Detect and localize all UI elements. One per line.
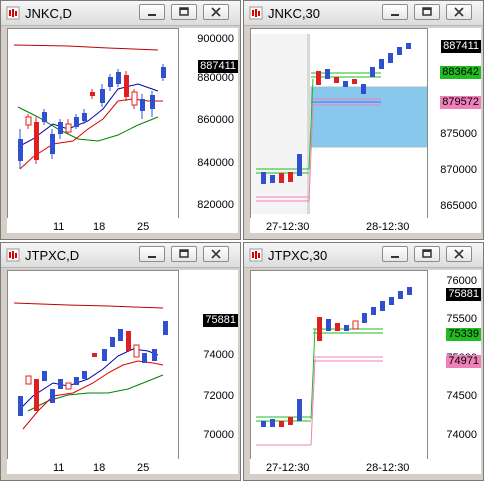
price-chart-plot[interactable] <box>7 28 179 222</box>
y-tick-label: 76000 <box>446 275 477 287</box>
restore-button[interactable] <box>414 246 440 262</box>
y-tick-label: 865000 <box>440 200 477 212</box>
close-button[interactable] <box>446 246 472 262</box>
close-button[interactable] <box>203 246 229 262</box>
minimize-button[interactable] <box>139 4 165 20</box>
title-bar[interactable]: JTPXC,D <box>1 243 240 268</box>
candles <box>18 321 168 416</box>
y-tick-label: 75500 <box>446 313 477 325</box>
price-chart-plot[interactable] <box>250 270 428 462</box>
restore-button[interactable] <box>171 4 197 20</box>
x-tick-label: 18 <box>93 462 106 474</box>
price-axis: 900000 887411 880000 860000 840000 82000… <box>179 28 238 233</box>
time-axis: 11 18 25 <box>7 218 179 233</box>
restore-icon <box>422 249 432 258</box>
x-tick-label: 25 <box>137 462 150 474</box>
restore-icon <box>422 7 432 16</box>
close-button[interactable] <box>203 4 229 20</box>
price-chart-plot[interactable] <box>7 270 179 462</box>
price-axis: 76000 75881 75500 75339 75000 74971 7450… <box>428 270 481 474</box>
x-tick-label: 11 <box>53 221 65 233</box>
fast-ma-line <box>17 348 159 412</box>
slow-ma-line <box>17 106 159 142</box>
candles <box>18 64 166 169</box>
y-tick-label: 860000 <box>197 114 234 126</box>
close-icon <box>454 249 464 259</box>
title-bar[interactable]: JNKC,D <box>1 1 240 26</box>
chart-app-icon <box>249 248 263 262</box>
window-title: JNKC,30 <box>268 6 321 21</box>
price-chart-plot[interactable] <box>250 28 428 222</box>
minimize-icon <box>148 256 156 258</box>
shaded-zone <box>251 34 309 214</box>
chart-app-icon <box>6 248 20 262</box>
time-axis: 27-12:30 28-12:30 <box>250 218 428 233</box>
window-title: JTPXC,30 <box>268 248 328 263</box>
minimize-button[interactable] <box>382 246 408 262</box>
green-level-badge: 883642 <box>440 66 481 79</box>
last-price-badge: 75881 <box>446 288 481 301</box>
green-level-badge: 75339 <box>446 328 481 341</box>
last-price-badge: 887411 <box>198 60 238 73</box>
restore-button[interactable] <box>171 246 197 262</box>
close-button[interactable] <box>446 4 472 20</box>
x-tick-label: 18 <box>93 221 106 233</box>
fast-ma-line <box>17 83 159 148</box>
y-tick-label: 870000 <box>440 164 477 176</box>
chart-window-jnkc-30[interactable]: JNKC,30 <box>243 0 484 240</box>
y-tick-label: 70000 <box>203 429 234 441</box>
y-tick-label: 840000 <box>197 157 234 169</box>
upper-band-line <box>13 44 159 51</box>
title-bar[interactable]: JTPXC,30 <box>244 243 483 268</box>
pink-level-badge: 74971 <box>446 355 481 368</box>
x-tick-label: 27-12:30 <box>266 462 310 474</box>
y-tick-label: 74000 <box>203 349 234 361</box>
price-axis: 887411 883642 879572 875000 870000 86500… <box>428 28 481 233</box>
minimize-icon <box>148 14 156 16</box>
minimize-icon <box>391 14 399 16</box>
x-tick-label: 27-12:30 <box>266 221 310 233</box>
y-tick-label: 72000 <box>203 390 234 402</box>
pink-level-badge: 879572 <box>440 96 481 109</box>
minimize-button[interactable] <box>139 246 165 262</box>
chart-app-icon <box>249 6 263 20</box>
last-price-badge: 887411 <box>441 40 481 53</box>
candles <box>261 287 412 427</box>
time-axis: 11 18 25 <box>7 459 179 474</box>
close-icon <box>211 249 221 259</box>
blue-zone <box>310 86 427 148</box>
y-tick-label: 74000 <box>446 429 477 441</box>
minimize-icon <box>391 256 399 258</box>
chart-window-jtpxc-d[interactable]: JTPXC,D <box>0 242 241 481</box>
minimize-button[interactable] <box>382 4 408 20</box>
last-price-badge: 75881 <box>203 314 238 327</box>
window-title: JTPXC,D <box>25 248 80 263</box>
y-tick-label: 820000 <box>197 199 234 211</box>
price-axis: 75881 74000 72000 70000 <box>179 270 238 474</box>
x-tick-label: 28-12:30 <box>366 462 410 474</box>
window-title: JNKC,D <box>25 6 72 21</box>
restore-button[interactable] <box>414 4 440 20</box>
y-tick-label: 74500 <box>446 390 477 402</box>
slow-ma-line <box>27 374 164 412</box>
candles <box>261 43 411 184</box>
y-tick-label: 875000 <box>440 128 477 140</box>
chart-window-jnkc-d[interactable]: JNKC,D <box>0 0 241 240</box>
x-tick-label: 28-12:30 <box>366 221 410 233</box>
close-icon <box>454 7 464 17</box>
chart-window-jtpxc-30[interactable]: JTPXC,30 <box>243 242 484 481</box>
x-tick-label: 11 <box>53 462 65 474</box>
y-tick-label: 900000 <box>197 33 234 45</box>
restore-icon <box>179 249 189 258</box>
chart-app-icon <box>6 6 20 20</box>
time-axis: 27-12:30 28-12:30 <box>250 459 428 474</box>
upper-band-line <box>13 302 164 309</box>
title-bar[interactable]: JNKC,30 <box>244 1 483 26</box>
close-icon <box>211 7 221 17</box>
restore-icon <box>179 7 189 16</box>
x-tick-label: 25 <box>137 221 150 233</box>
y-tick-label: 880000 <box>197 72 234 84</box>
